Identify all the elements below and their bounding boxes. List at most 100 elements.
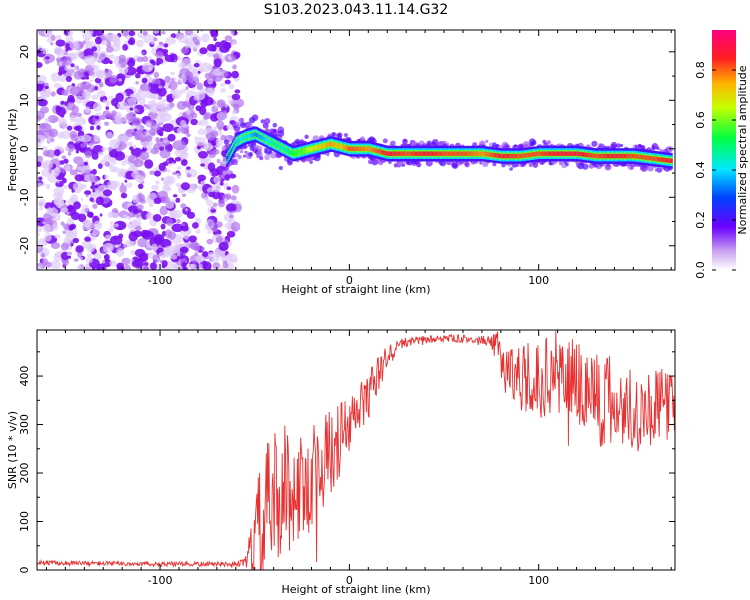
ridge-segment <box>659 157 662 162</box>
noise-blob <box>67 151 72 156</box>
noise-blob <box>101 40 108 46</box>
noise-blob <box>106 131 113 140</box>
ridge-segment <box>529 152 532 157</box>
noise-blob <box>59 160 65 165</box>
noise-blob <box>90 64 96 69</box>
noise-blob <box>127 59 136 67</box>
noise-blob <box>50 34 56 42</box>
noise-blob <box>205 132 216 141</box>
noise-blob <box>40 48 48 54</box>
noise-blob <box>175 182 181 188</box>
noise-blob <box>104 174 109 180</box>
ridge-segment <box>429 151 432 156</box>
ridge-segment <box>394 151 397 156</box>
noise-blob <box>61 207 69 214</box>
noise-blob <box>37 62 43 68</box>
noise-blob <box>158 96 163 100</box>
noise-blob <box>231 70 240 79</box>
ridge-segment <box>309 147 312 152</box>
noise-blob <box>58 118 67 126</box>
noise-blob <box>178 61 186 69</box>
noise-blob <box>227 56 232 61</box>
ridge-segment <box>550 151 553 156</box>
ridge-halo <box>472 142 478 148</box>
noise-blob <box>232 103 240 110</box>
noise-blob <box>212 262 221 270</box>
noise-blob <box>112 212 119 218</box>
noise-blob <box>194 40 200 46</box>
ridge-segment <box>492 152 495 158</box>
noise-blob <box>194 137 206 146</box>
noise-blob <box>91 152 99 160</box>
noise-blob <box>102 260 106 264</box>
noise-blob <box>91 94 99 100</box>
colorbar-tick-label: 0.6 <box>694 111 707 129</box>
ridge-segment <box>527 152 530 158</box>
noise-blob <box>121 30 129 37</box>
colorbar-tick-label: 0.0 <box>694 261 707 279</box>
noise-blob <box>160 177 165 181</box>
noise-blob <box>132 195 139 204</box>
ridge-halo <box>244 150 248 154</box>
noise-blob <box>136 39 144 48</box>
noise-blob <box>128 30 136 37</box>
noise-blob <box>141 51 145 56</box>
colorbar-label: Normalized spectral amplitude <box>736 65 749 234</box>
noise-blob <box>153 37 158 42</box>
noise-blob <box>83 55 97 65</box>
noise-blob <box>134 225 142 231</box>
noise-blob <box>82 219 92 228</box>
ridge-segment <box>548 151 552 156</box>
ridge-segment <box>226 156 229 161</box>
ridge-segment <box>596 153 599 159</box>
ridge-segment <box>514 153 517 159</box>
ridge-segment <box>642 155 645 160</box>
noise-blob <box>123 264 131 270</box>
ridge-segment <box>609 153 612 159</box>
noise-blob <box>50 260 61 270</box>
noise-blob <box>207 230 212 235</box>
noise-blob <box>152 214 162 222</box>
noise-blob <box>109 221 114 225</box>
noise-blob <box>159 103 171 113</box>
x-tick-label: 0 <box>346 574 353 587</box>
noise-blob <box>113 37 121 47</box>
noise-blob <box>96 267 102 270</box>
noise-blob <box>115 63 121 68</box>
noise-blob <box>37 244 44 254</box>
noise-blob <box>126 112 137 122</box>
snr-xlabel: Height of straight line (km) <box>281 583 430 596</box>
noise-blob <box>128 231 138 242</box>
noise-blob <box>148 56 152 60</box>
noise-blob <box>69 41 80 50</box>
noise-blob <box>163 43 169 48</box>
y-tick-label: 0 <box>18 567 31 574</box>
ridge-segment <box>426 151 429 156</box>
noise-blob <box>102 189 113 197</box>
noise-blob <box>220 134 226 141</box>
noise-blob <box>118 78 123 82</box>
noise-blob <box>133 128 138 132</box>
noise-blob <box>66 211 70 215</box>
ridge-segment <box>252 132 255 137</box>
ridge-segment <box>236 138 239 144</box>
noise-blob <box>208 151 216 158</box>
ridge-segment <box>670 158 673 163</box>
noise-blob <box>45 183 51 190</box>
ridge-segment <box>280 145 283 150</box>
noise-blob <box>191 69 200 78</box>
noise-blob <box>63 158 69 164</box>
ridge-segment <box>543 151 546 156</box>
noise-blob <box>163 245 176 256</box>
noise-blob <box>142 230 154 240</box>
noise-blob <box>106 181 111 186</box>
noise-blob <box>151 243 158 251</box>
ridge-segment <box>629 153 632 159</box>
noise-blob <box>192 86 197 90</box>
noise-blob <box>127 205 139 214</box>
ridge-segment <box>495 153 498 158</box>
noise-blob <box>220 82 226 87</box>
noise-blob <box>225 203 237 212</box>
ridge-segment <box>534 152 537 157</box>
ridge-halo <box>278 165 283 171</box>
